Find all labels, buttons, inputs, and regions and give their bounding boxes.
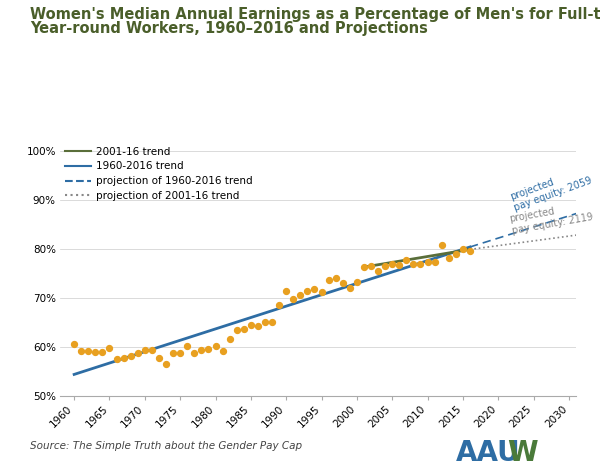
Point: [190, 349, 199, 357]
Point: [380, 262, 390, 270]
Point: [83, 347, 93, 354]
Point: [331, 274, 340, 282]
Point: [154, 354, 164, 362]
Point: [359, 263, 369, 271]
Point: [218, 347, 227, 355]
Point: [76, 347, 86, 355]
Point: [98, 348, 107, 355]
Point: [345, 284, 355, 291]
Legend: 2001-16 trend, 1960-2016 trend, projection of 1960-2016 trend, projection of 200: 2001-16 trend, 1960-2016 trend, projecti…: [65, 147, 253, 201]
Point: [175, 350, 185, 357]
Point: [338, 279, 347, 287]
Point: [302, 287, 312, 295]
Text: Year-round Workers, 1960–2016 and Projections: Year-round Workers, 1960–2016 and Projec…: [30, 21, 428, 36]
Point: [91, 349, 100, 356]
Text: Source: The Simple Truth about the Gender Pay Cap: Source: The Simple Truth about the Gende…: [30, 441, 302, 451]
Point: [161, 360, 171, 368]
Text: projected
pay equity: 2059: projected pay equity: 2059: [509, 164, 593, 213]
Point: [451, 251, 461, 258]
Point: [324, 276, 334, 284]
Point: [366, 262, 376, 270]
Point: [182, 343, 192, 350]
Text: W: W: [507, 439, 538, 467]
Point: [232, 326, 242, 334]
Point: [225, 335, 235, 343]
Text: projected
pay equity: 2119: projected pay equity: 2119: [509, 200, 593, 236]
Point: [70, 340, 79, 348]
Point: [317, 288, 326, 295]
Point: [430, 258, 439, 266]
Point: [423, 258, 433, 266]
Point: [373, 268, 383, 275]
Point: [104, 344, 114, 352]
Point: [289, 295, 298, 303]
Point: [274, 301, 284, 309]
Point: [246, 321, 256, 329]
Point: [260, 318, 270, 326]
Point: [168, 350, 178, 357]
Text: Women's Median Annual Earnings as a Percentage of Men's for Full-time,: Women's Median Annual Earnings as a Perc…: [30, 7, 600, 22]
Point: [239, 326, 248, 333]
Point: [126, 353, 136, 360]
Point: [211, 343, 220, 350]
Point: [310, 285, 319, 293]
Point: [267, 318, 277, 326]
Point: [458, 245, 468, 253]
Point: [140, 346, 149, 354]
Point: [437, 241, 446, 249]
Point: [253, 323, 263, 330]
Point: [416, 261, 425, 268]
Text: AAU: AAU: [456, 439, 521, 467]
Point: [119, 354, 128, 362]
Point: [444, 254, 454, 261]
Point: [394, 261, 404, 269]
Point: [388, 261, 397, 268]
Point: [281, 287, 291, 295]
Point: [133, 349, 143, 357]
Point: [401, 256, 411, 264]
Point: [203, 345, 213, 353]
Point: [197, 346, 206, 354]
Point: [409, 260, 418, 268]
Point: [296, 291, 305, 298]
Point: [465, 248, 475, 255]
Point: [112, 355, 121, 363]
Point: [352, 278, 362, 286]
Point: [147, 346, 157, 354]
